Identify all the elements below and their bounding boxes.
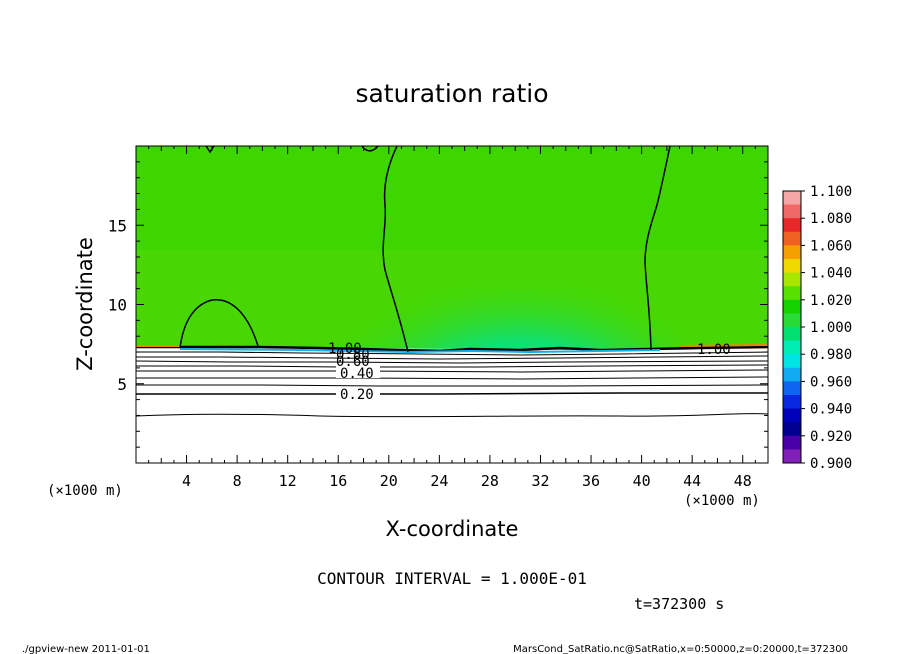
colorbar-tick-label: 1.040 [810, 266, 852, 282]
boundary-layer-line [136, 345, 768, 353]
colorbar-swatch [783, 367, 801, 382]
contour-0.20 [136, 392, 768, 395]
y-tick-label: 10 [108, 296, 127, 315]
colorbar-tick-label: 1.020 [810, 293, 852, 309]
contour-1.00-right-column [644, 146, 671, 351]
colorbar-swatch [783, 191, 801, 206]
cyan-edge [179, 348, 661, 354]
contour-0.80 [136, 355, 768, 360]
colorbar-swatch [783, 381, 801, 396]
colorbar-swatch [783, 286, 801, 301]
contour-label: 0.40 [340, 366, 374, 382]
colorbar-swatch [783, 218, 801, 233]
colorbar-tick-label: 1.000 [810, 320, 852, 336]
contour-0.40 [136, 376, 768, 380]
colorbar-tick-label: 0.980 [810, 347, 852, 363]
colorbar-swatch [783, 449, 801, 464]
contour-0.90 [136, 351, 768, 356]
x-tick-label: 36 [582, 472, 600, 490]
y-axis-label: Z-coordinate [73, 237, 97, 371]
x-unit-left: (×1000 m) [47, 483, 123, 499]
time-text: t=372300 s [634, 595, 724, 613]
contour-0.30 [136, 384, 768, 387]
colorbar-swatch [783, 435, 801, 450]
x-tick-label: 12 [279, 472, 297, 490]
footer-right: MarsCond_SatRatio.nc@SatRatio,x=0:50000,… [513, 644, 848, 654]
y-axis-ticks: 5 10 15 [108, 161, 768, 448]
colorbar-tick-label: 1.100 [810, 184, 852, 200]
x-tick-label: 32 [531, 472, 549, 490]
chart-title: saturation ratio [355, 79, 548, 108]
plot-area [136, 146, 768, 463]
colorbar-swatch [783, 245, 801, 260]
x-tick-label: 24 [430, 472, 448, 490]
colorbar-tick-label: 1.060 [810, 238, 852, 254]
colorbar-tick-label: 0.900 [810, 456, 852, 472]
colorbar-swatch [783, 327, 801, 342]
x-unit-right: (×1000 m) [684, 493, 760, 509]
contour-label: 0.20 [340, 387, 374, 403]
colorbar-swatch [783, 313, 801, 328]
x-axis-ticks: 4 8 12 16 20 24 28 32 36 40 44 48 [148, 146, 756, 490]
colorbar-swatch [783, 395, 801, 410]
x-axis-label: X-coordinate [386, 517, 519, 541]
colorbar-tick-label: 0.920 [810, 429, 852, 445]
colorbar-tick-label: 0.940 [810, 402, 852, 418]
contour-0.60 [136, 364, 768, 368]
contour-0.70 [136, 360, 768, 364]
colorbar-swatch [783, 231, 801, 246]
x-tick-label: 28 [481, 472, 499, 490]
colorbar-tick-label: 0.960 [810, 374, 852, 390]
contour-1.00-blob [179, 299, 259, 349]
contour-label: 0.80 [336, 347, 370, 363]
colorbar-tick-labels: 1.100 1.080 1.060 1.040 1.020 1.000 0.980 0.960… [801, 184, 852, 472]
x-tick-label: 4 [182, 472, 191, 490]
y-tick-label: 5 [117, 375, 127, 394]
contour-interval-text: CONTOUR INTERVAL = 1.000E-01 [317, 569, 587, 588]
contour-label: 1.00 [328, 341, 362, 357]
colorbar-tick-label: 1.080 [810, 211, 852, 227]
contour-label: 1.00 [697, 342, 731, 358]
colorbar-swatch [783, 259, 801, 274]
colorbar [782, 190, 802, 464]
colorbar-swatch [783, 299, 801, 314]
contour-0.10 [136, 413, 768, 418]
colorbar-swatch [783, 272, 801, 287]
orange-edge [136, 344, 768, 347]
x-tick-label: 16 [329, 472, 347, 490]
colorbar-swatch [783, 340, 801, 355]
colorbar-swatch [783, 408, 801, 423]
x-tick-label: 48 [734, 472, 752, 490]
dry-region [136, 350, 768, 463]
x-tick-label: 40 [633, 472, 651, 490]
contour-1.00-left-column [382, 146, 409, 353]
x-tick-label: 8 [233, 472, 242, 490]
x-tick-label: 44 [683, 472, 701, 490]
colorbar-swatch [783, 354, 801, 369]
colorbar-swatch [783, 422, 801, 437]
y-tick-label: 15 [108, 216, 127, 235]
contour-labels: 1.00 0.80 0.60 0.40 0.20 1.00 [328, 341, 731, 403]
footer-left: ./gpview-new 2011-01-01 [22, 644, 150, 654]
x-tick-label: 20 [380, 472, 398, 490]
colorbar-swatch [783, 204, 801, 219]
contour-0.50 [136, 369, 768, 373]
